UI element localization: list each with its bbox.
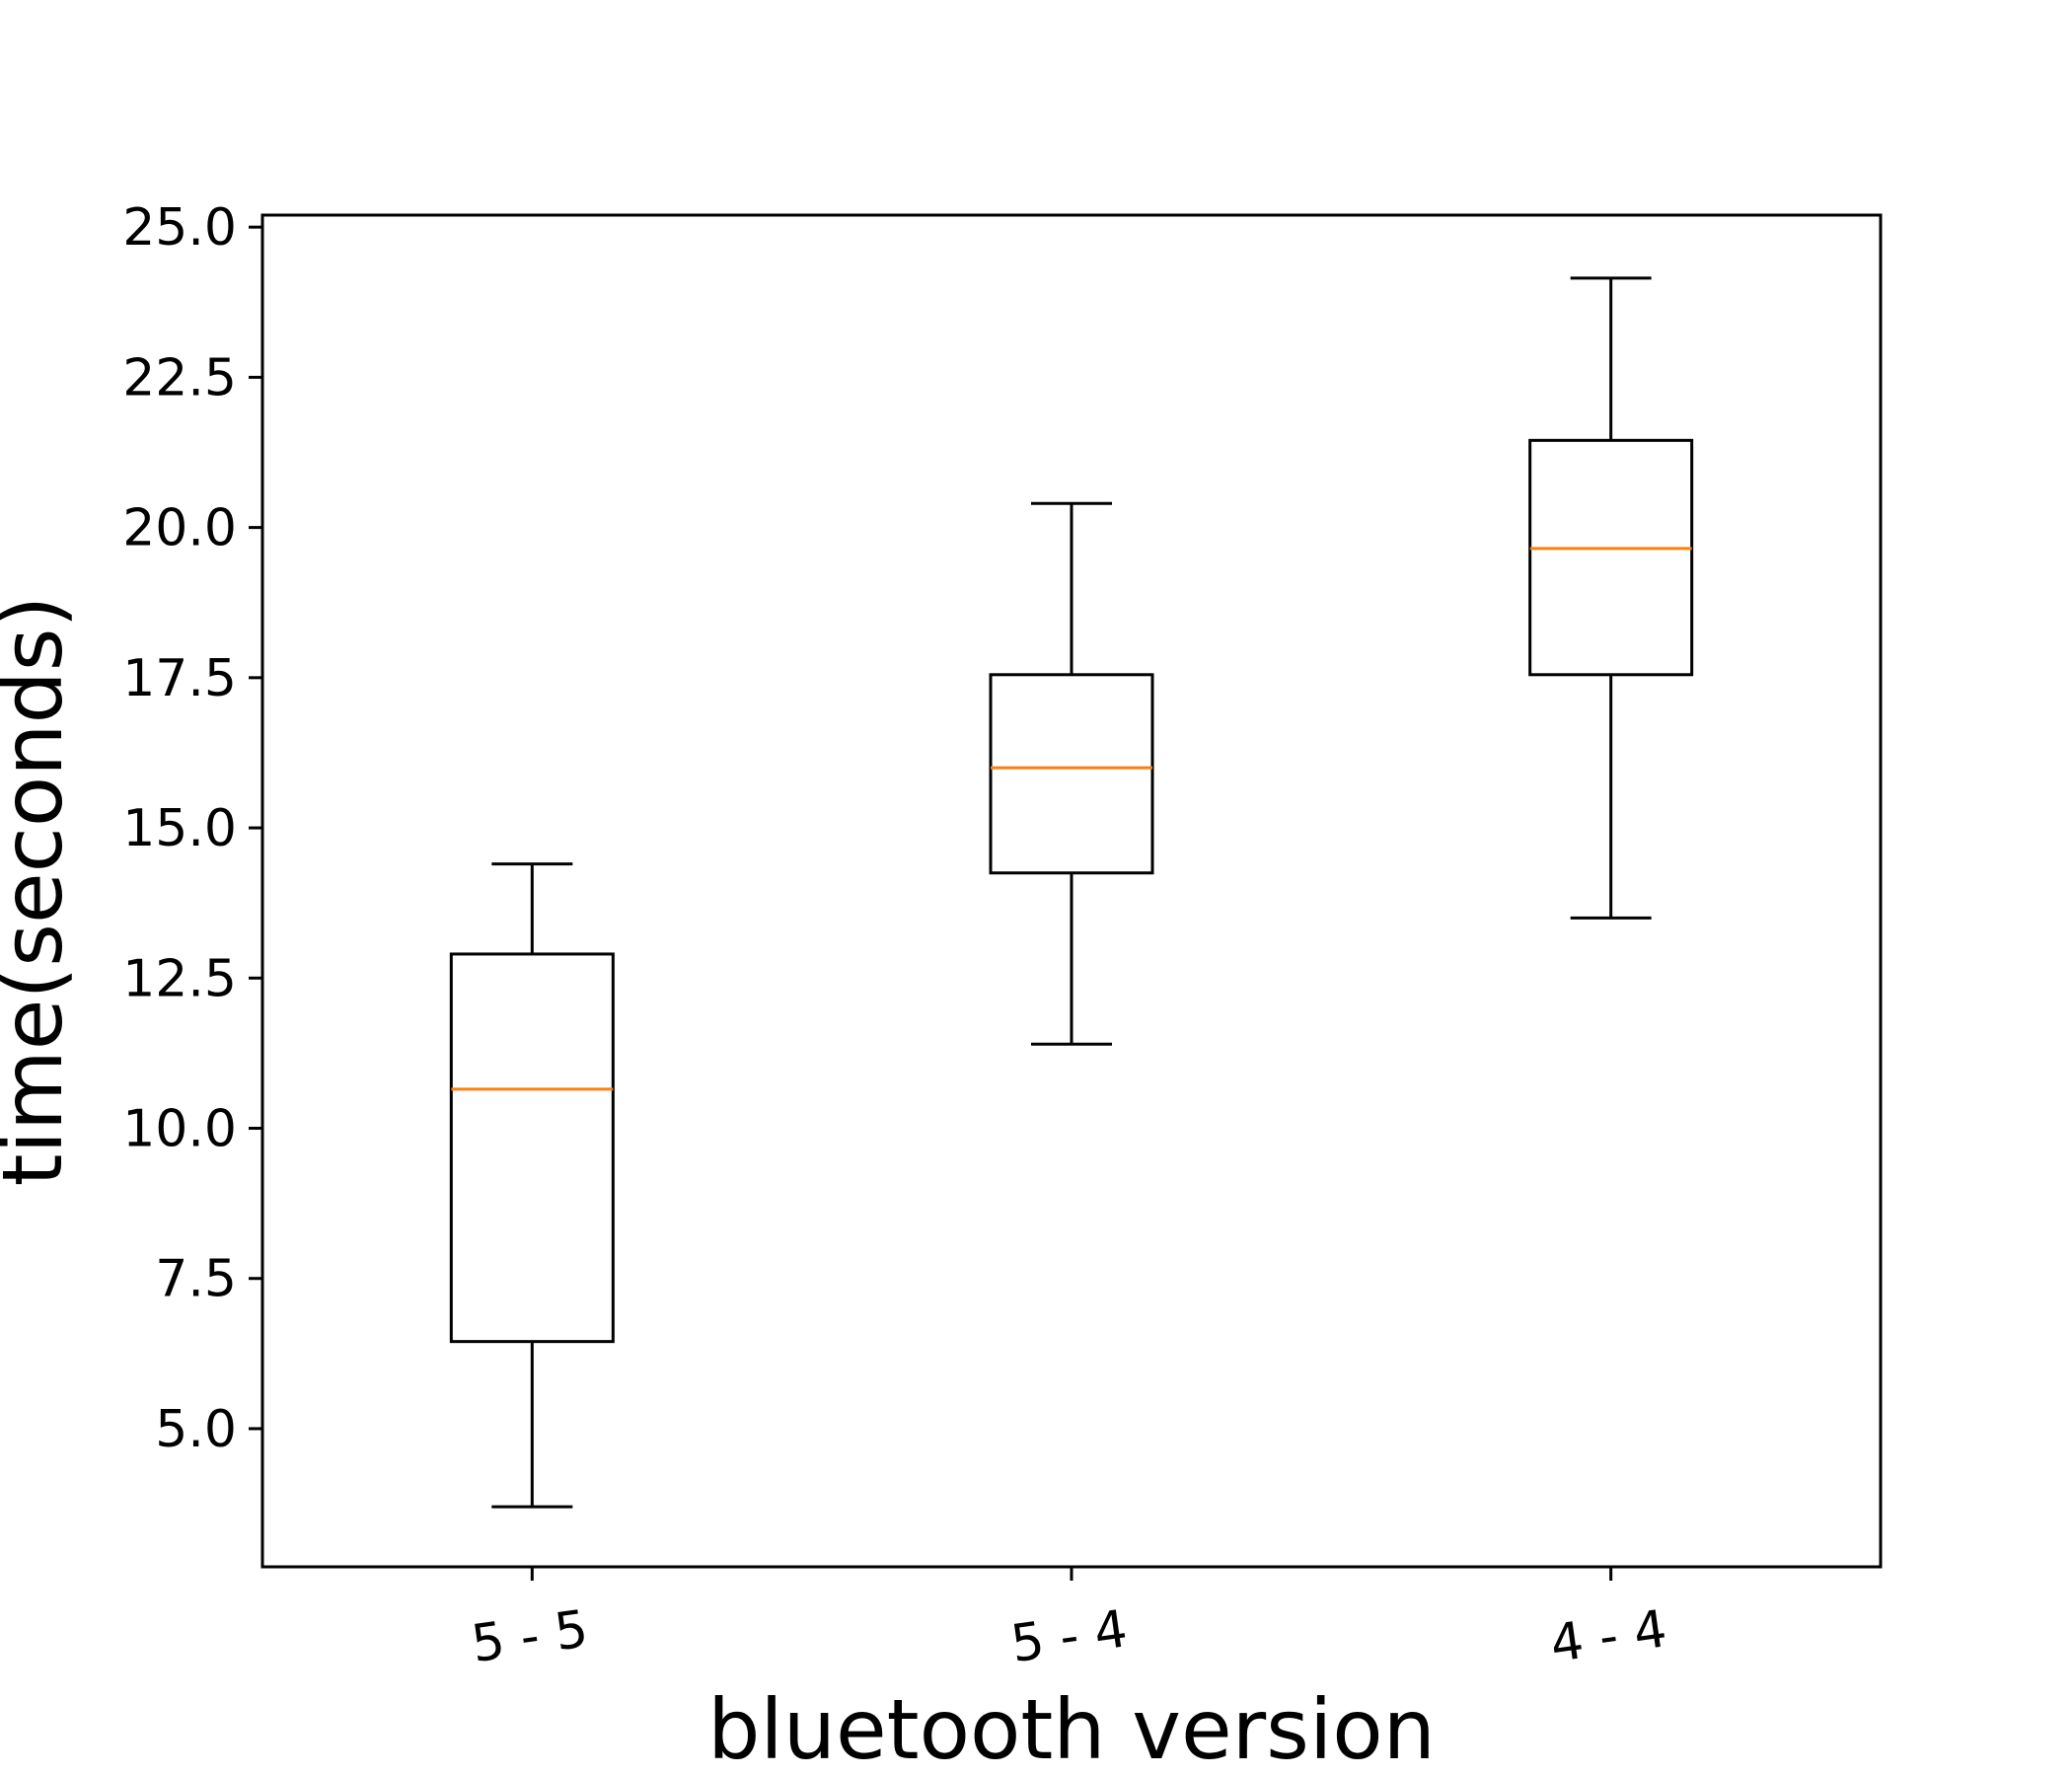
y-axis-label: time(seconds) [0,596,81,1187]
box-group [1528,276,1694,920]
box-group [989,501,1154,1046]
y-tick-label: 25.0 [122,198,237,258]
y-tick-label: 17.5 [122,649,237,708]
y-tick-label: 15.0 [122,799,237,858]
box-group [449,862,615,1509]
y-tick-label: 5.0 [155,1400,237,1459]
y-axis-ticks: 5.0 7.5 10.0 12.5 15.0 17.5 20.0 22.5 25.0 [122,198,262,1459]
y-tick-label: 20.0 [122,499,237,558]
x-tick-label: 5 - 5 [468,1599,591,1674]
box-iqr [1528,438,1694,677]
x-axis-ticks: 5 - 5 5 - 4 4 - 4 [468,1567,1670,1674]
y-tick-label: 22.5 [122,348,237,407]
y-tick-label: 7.5 [155,1250,237,1309]
x-tick-label: 4 - 4 [1547,1599,1670,1674]
x-axis-label: bluetooth version [707,1681,1436,1776]
y-tick-label: 12.5 [122,949,237,1008]
x-tick-label: 5 - 4 [1007,1599,1131,1674]
box-iqr [989,673,1154,875]
y-tick-label: 10.0 [122,1100,237,1159]
box-iqr [449,952,615,1344]
boxes [449,276,1694,1509]
